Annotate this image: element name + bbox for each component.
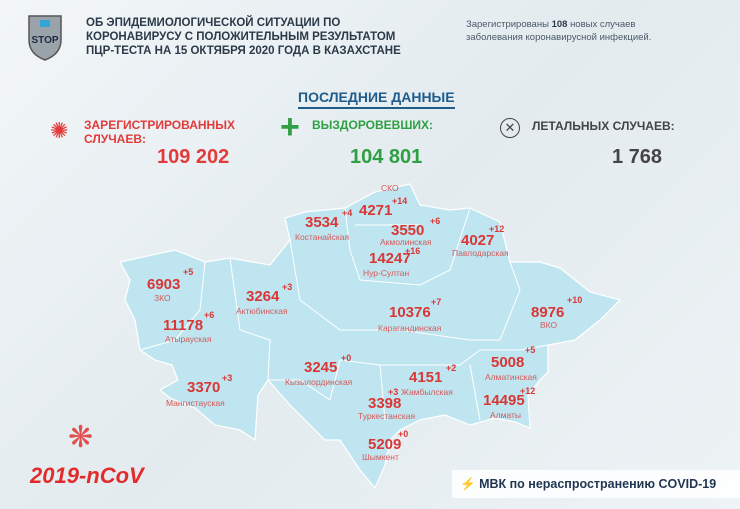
region-value: 3264 (246, 288, 280, 305)
region-value: 14247 (369, 250, 411, 267)
region-value: 3370 (187, 379, 221, 396)
region-delta: +0 (341, 353, 352, 363)
virus-icon: ✺ (50, 118, 69, 143)
region-value: 14495 (483, 392, 525, 409)
region-name: Павлодарская (452, 248, 509, 258)
region-value: 5209 (368, 436, 402, 453)
region-delta: +5 (183, 267, 194, 277)
registered-value: 109 202 (157, 146, 230, 168)
recovered-label: ВЫЗДОРОВЕВШИХ: (312, 118, 434, 132)
region-name: Жамбылская (401, 387, 453, 397)
region-name: Шымкент (362, 452, 399, 462)
region-delta: +5 (525, 345, 536, 355)
region-name: ВКО (540, 320, 558, 330)
region-name: Атырауская (165, 334, 212, 344)
region-name: Костанайская (295, 232, 350, 242)
title-line: КОРОНАВИРУСУ С ПОЛОЖИТЕЛЬНЫМ РЕЗУЛЬТАТОМ (86, 31, 396, 43)
region-name: ЗКО (154, 293, 171, 303)
region-value: 10376 (389, 304, 431, 321)
region-name: Мангистауская (166, 398, 225, 408)
region-delta: +10 (567, 295, 583, 305)
title-line: ПЦР-ТЕСТА НА 15 ОКТЯБРЯ 2020 ГОДА В КАЗА… (86, 45, 401, 57)
recovered-value: 104 801 (350, 146, 423, 168)
region-value: 5008 (491, 354, 525, 371)
plus-icon: + (280, 108, 300, 146)
region-name: СКО (381, 183, 399, 193)
region-delta: +2 (446, 363, 457, 373)
note-text: новых случаев (570, 19, 636, 30)
region-value: 8976 (531, 304, 565, 321)
stop-logo: STOP (26, 12, 64, 62)
x-circle-icon: ✕ (500, 118, 520, 138)
deaths-label: ЛЕТАЛЬНЫХ СЛУЧАЕВ: (532, 119, 675, 133)
region-name: Кызылординская (285, 377, 353, 387)
region-name: Туркестанская (358, 411, 416, 421)
region-name: Алматинская (485, 372, 537, 382)
region-delta: +12 (489, 224, 505, 234)
latest-data-heading: ПОСЛЕДНИЕ ДАННЫЕ (298, 89, 455, 109)
region-value: 3534 (305, 214, 339, 231)
region-value: 4271 (359, 202, 393, 219)
region-delta: +6 (430, 216, 441, 226)
region-value: 4027 (461, 232, 495, 249)
region-value: 11178 (163, 317, 204, 334)
region-delta: +16 (405, 246, 421, 256)
note-text: Зарегистрированы (466, 19, 549, 30)
region-name: Актюбинская (236, 306, 288, 316)
region-name: Акмолинская (380, 237, 432, 247)
map-shape (119, 183, 622, 490)
note-text: заболевания коронавирусной инфекцией. (466, 32, 652, 43)
lightning-icon: ⚡ (460, 477, 476, 491)
region-delta: +6 (204, 310, 215, 320)
new-cases-note: Зарегистрированы 108 новых случаев забол… (466, 18, 696, 44)
page-title: ОБ ЭПИДЕМИОЛОГИЧЕСКОЙ СИТУАЦИИ ПО КОРОНА… (86, 16, 426, 58)
region-name: Алматы (490, 410, 522, 420)
virus-icon: ❋ (68, 421, 94, 454)
region-delta: +7 (431, 297, 442, 307)
new-cases-count: 108 (551, 19, 568, 30)
mvk-banner: ⚡ МВК по нераспространению COVID-19 (452, 470, 740, 498)
region-delta: +3 (282, 282, 293, 292)
region-name: Нур-Султан (363, 268, 410, 278)
region-value: 3398 (368, 395, 402, 412)
deaths-value: 1 768 (612, 146, 663, 168)
svg-text:STOP: STOP (31, 35, 58, 46)
label-line: ЗАРЕГИСТРИРОВАННЫХ (84, 118, 235, 132)
region-delta: +12 (520, 386, 536, 396)
region-name: Карагандинская (378, 323, 442, 333)
mvk-text: МВК по нераспространению COVID-19 (479, 477, 717, 491)
region-value: 6903 (147, 276, 181, 293)
region-delta: +0 (398, 429, 409, 439)
region-delta: +4 (342, 208, 353, 218)
registered-label: ЗАРЕГИСТРИРОВАННЫХ СЛУЧАЕВ: (84, 118, 235, 146)
region-delta: +3 (222, 373, 233, 383)
label-line: СЛУЧАЕВ: (84, 132, 147, 146)
ncov-label: 2019-nCoV (30, 463, 144, 488)
region-value: 4151 (409, 369, 443, 386)
region-value: 3245 (304, 359, 338, 376)
region-delta: +3 (388, 387, 399, 397)
region-value: 3550 (391, 222, 425, 239)
title-line: ОБ ЭПИДЕМИОЛОГИЧЕСКОЙ СИТУАЦИИ ПО (86, 17, 341, 29)
region-delta: +14 (392, 196, 408, 206)
